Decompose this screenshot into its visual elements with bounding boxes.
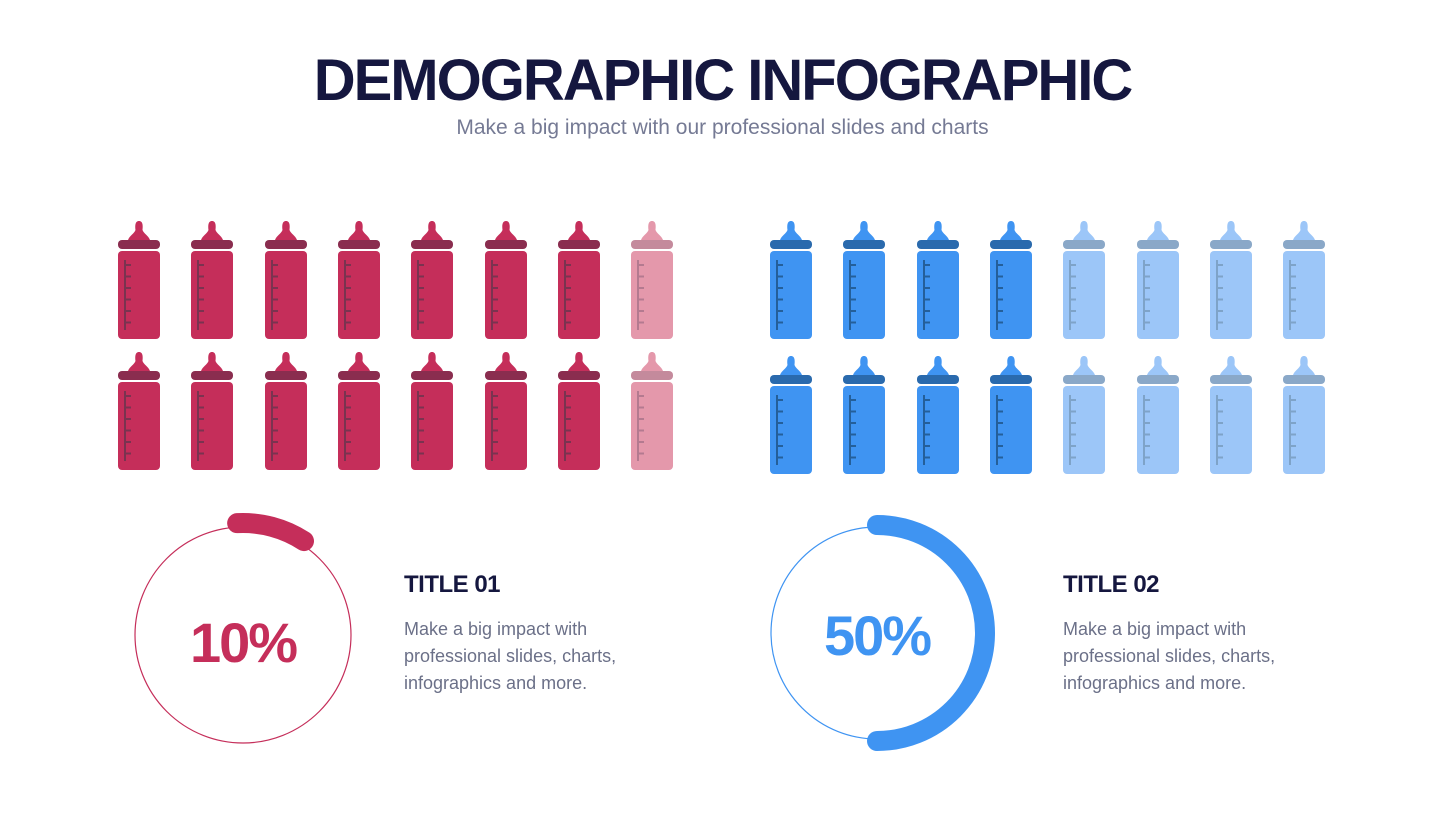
bottle-filled: [337, 220, 380, 340]
baby-bottle-icon: [118, 221, 160, 339]
baby-bottle-icon: [411, 221, 454, 339]
baby-bottle-icon: [264, 221, 307, 339]
bottle-empty: [1283, 355, 1326, 475]
percent-ring-right: 50%: [752, 508, 1002, 758]
bottle-filled: [557, 220, 600, 340]
baby-bottle-icon: [557, 221, 600, 339]
bottle-filled: [989, 220, 1032, 340]
card-text-line: infographics and more.: [404, 673, 588, 693]
bottle-empty: [1136, 220, 1179, 340]
baby-bottle-icon: [191, 221, 234, 339]
baby-bottle-icon: [916, 221, 959, 339]
bottle-filled: [337, 351, 380, 471]
card-text-line: professional slides, charts,: [404, 646, 617, 666]
bottle-empty: [1136, 355, 1179, 475]
baby-bottle-icon: [770, 356, 812, 474]
ring-graphic: [134, 513, 352, 744]
bottle-empty: [1209, 220, 1252, 340]
bottle-group-right: [770, 220, 1330, 475]
bottle-filled: [484, 220, 527, 340]
baby-bottle-icon: [843, 356, 886, 474]
baby-bottle-icon: [1209, 356, 1252, 474]
baby-bottle-icon: [1283, 221, 1326, 339]
baby-bottle-icon: [1136, 221, 1179, 339]
bottle-empty: [1063, 220, 1106, 340]
bottle-empty: [631, 220, 674, 340]
baby-bottle-icon: [264, 352, 307, 470]
baby-bottle-icon: [337, 352, 380, 470]
baby-bottle-icon: [843, 221, 886, 339]
bottle-filled: [916, 220, 959, 340]
bottle-filled: [770, 220, 812, 340]
bottle-filled: [118, 220, 160, 340]
bottle-filled: [264, 351, 307, 471]
baby-bottle-icon: [1063, 356, 1106, 474]
page-subtitle: Make a big impact with our professional …: [456, 116, 989, 139]
card-text-line: infographics and more.: [1063, 673, 1247, 693]
baby-bottle-icon: [484, 352, 527, 470]
baby-bottle-icon: [118, 352, 160, 470]
bottle-filled: [191, 351, 234, 471]
percent-value: 50%: [823, 604, 932, 667]
bottle-filled: [557, 351, 600, 471]
bottle-filled: [989, 355, 1032, 475]
ring-graphic: [770, 515, 995, 751]
baby-bottle-icon: [631, 352, 674, 470]
baby-bottle-icon: [1283, 356, 1326, 474]
card-text-line: Make a big impact with: [404, 619, 588, 639]
card-description-02: Make a big impact with professional slid…: [1063, 616, 1353, 697]
bottle-group-left: [118, 220, 678, 475]
baby-bottle-icon: [1209, 221, 1252, 339]
baby-bottle-icon: [1136, 356, 1179, 474]
bottle-filled: [264, 220, 307, 340]
ring-progress-arc: [867, 515, 995, 751]
baby-bottle-icon: [191, 352, 234, 470]
percent-value: 10%: [189, 611, 298, 674]
card-description-01: Make a big impact with professional slid…: [404, 616, 694, 697]
bottle-filled: [484, 351, 527, 471]
bottle-empty: [1283, 220, 1326, 340]
baby-bottle-icon: [411, 352, 454, 470]
baby-bottle-icon: [557, 352, 600, 470]
bottle-empty: [1063, 355, 1106, 475]
card-text-line: professional slides, charts,: [1063, 646, 1276, 666]
card-title-02: TITLE 02: [1063, 571, 1160, 598]
baby-bottle-icon: [989, 356, 1032, 474]
baby-bottle-icon: [337, 221, 380, 339]
baby-bottle-icon: [916, 356, 959, 474]
bottle-empty: [631, 351, 674, 471]
bottle-filled: [843, 355, 886, 475]
baby-bottle-icon: [770, 221, 812, 339]
baby-bottle-icon: [1063, 221, 1106, 339]
baby-bottle-icon: [631, 221, 674, 339]
baby-bottle-icon: [989, 221, 1032, 339]
bottle-filled: [916, 355, 959, 475]
page-title: DEMOGRAPHIC INFOGRAPHIC: [313, 48, 1134, 113]
bottle-filled: [191, 220, 234, 340]
bottle-filled: [411, 351, 454, 471]
card-title-01: TITLE 01: [404, 571, 501, 598]
bottle-empty: [1209, 355, 1252, 475]
baby-bottle-icon: [484, 221, 527, 339]
bottle-filled: [843, 220, 886, 340]
bottle-filled: [118, 351, 160, 471]
bottle-filled: [770, 355, 812, 475]
ring-progress-arc: [227, 513, 314, 552]
card-text-line: Make a big impact with: [1063, 619, 1247, 639]
percent-ring-left: 10%: [118, 510, 368, 760]
bottle-filled: [411, 220, 454, 340]
